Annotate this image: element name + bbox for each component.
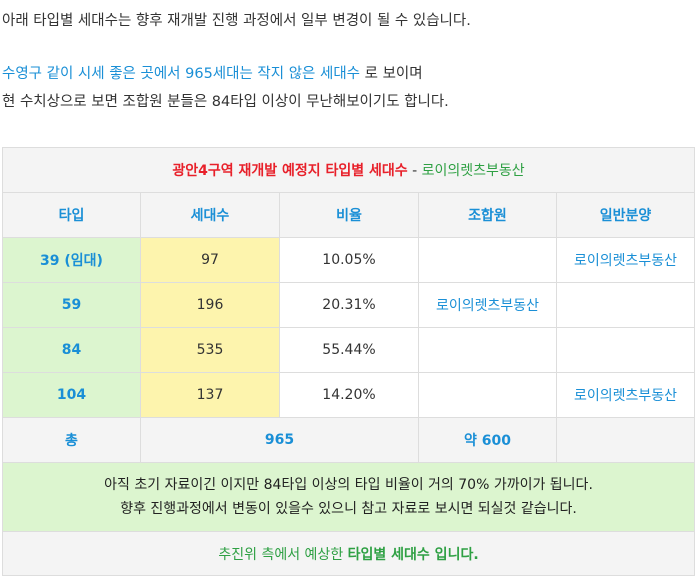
table-note: 아직 초기 자료이긴 이지만 84타입 이상의 타입 비율이 거의 70% 가까… [1, 462, 696, 532]
cell-member [418, 237, 557, 283]
footer-bold-text: 타입별 세대수 입니다. [347, 546, 479, 563]
total-member: 약 600 [418, 417, 557, 463]
total-units: 965 [140, 417, 419, 463]
caption-title: 광안4구역 재개발 예정지 타입별 세대수 [172, 163, 408, 179]
cell-ratio: 14.20% [279, 372, 419, 418]
caption-source: 로이의렛츠부동산 [421, 163, 525, 179]
intro-line-1: 아래 타입별 세대수는 향후 재개발 진행 과정에서 일부 변경이 될 수 있습… [2, 13, 471, 29]
table-caption-row: 광안4구역 재개발 예정지 타입별 세대수 - 로이의렛츠부동산 [1, 147, 696, 193]
note-line-2: 향후 진행과정에서 변동이 있을수 있으니 참고 자료로 보시면 되실것 같습니… [120, 501, 577, 517]
cell-general-link[interactable]: 로이의렛츠부동산 [555, 372, 696, 418]
table-footer-row: 추진위 측에서 예상한 타입별 세대수 입니다. [1, 531, 696, 576]
table-row: 39 (임대) 97 10.05% 로이의렛츠부동산 [2, 237, 696, 283]
table-row: 84 535 55.44% [2, 327, 696, 373]
cell-ratio: 20.31% [279, 282, 419, 328]
cell-type: 59 [2, 282, 141, 328]
header-member: 조합원 [418, 192, 557, 238]
table-footer: 추진위 측에서 예상한 타입별 세대수 입니다. [1, 531, 696, 576]
cell-general [555, 327, 696, 373]
intro-line-2-highlight: 수영구 같이 시세 좋은 곳에서 965세대는 작지 않은 세대수 [2, 66, 361, 82]
header-units: 세대수 [140, 192, 280, 238]
cell-units: 137 [140, 372, 280, 418]
cell-units: 196 [140, 282, 280, 328]
cell-member-link[interactable]: 로이의렛츠부동산 [418, 282, 557, 328]
cell-ratio: 10.05% [279, 237, 419, 283]
cell-type: 84 [2, 327, 141, 373]
cell-ratio: 55.44% [279, 327, 419, 373]
table-row: 104 137 14.20% 로이의렛츠부동산 [2, 372, 696, 418]
header-general: 일반분양 [555, 192, 696, 238]
unit-type-table: 광안4구역 재개발 예정지 타입별 세대수 - 로이의렛츠부동산 타입 세대수 … [1, 147, 696, 576]
header-type: 타입 [2, 192, 141, 238]
cell-member [418, 327, 557, 373]
intro-line-3: 현 수치상으로 보면 조합원 분들은 84타입 이상이 무난해보이기도 합니다. [2, 94, 449, 110]
caption-separator: - [407, 163, 422, 179]
table-caption: 광안4구역 재개발 예정지 타입별 세대수 - 로이의렛츠부동산 [1, 147, 696, 193]
total-label: 총 [2, 417, 141, 463]
intro-line-2-rest: 로 보이며 [360, 66, 423, 82]
table-note-row: 아직 초기 자료이긴 이지만 84타입 이상의 타입 비율이 거의 70% 가까… [1, 462, 696, 532]
total-general [555, 417, 696, 463]
cell-general-link[interactable]: 로이의렛츠부동산 [555, 237, 696, 283]
table-row: 59 196 20.31% 로이의렛츠부동산 [2, 282, 696, 328]
cell-units: 535 [140, 327, 280, 373]
cell-units: 97 [140, 237, 280, 283]
table-total-row: 총 965 약 600 [2, 417, 696, 463]
cell-general [555, 282, 696, 328]
cell-type: 104 [2, 372, 141, 418]
table-header-row: 타입 세대수 비율 조합원 일반분양 [2, 192, 696, 238]
footer-text: 추진위 측에서 예상한 [218, 546, 348, 563]
note-line-1: 아직 초기 자료이긴 이지만 84타입 이상의 타입 비율이 거의 70% 가까… [104, 477, 593, 493]
header-ratio: 비율 [279, 192, 419, 238]
cell-member [418, 372, 557, 418]
intro-line-2: 수영구 같이 시세 좋은 곳에서 965세대는 작지 않은 세대수 로 보이며 [2, 64, 423, 84]
cell-type: 39 (임대) [2, 237, 141, 283]
